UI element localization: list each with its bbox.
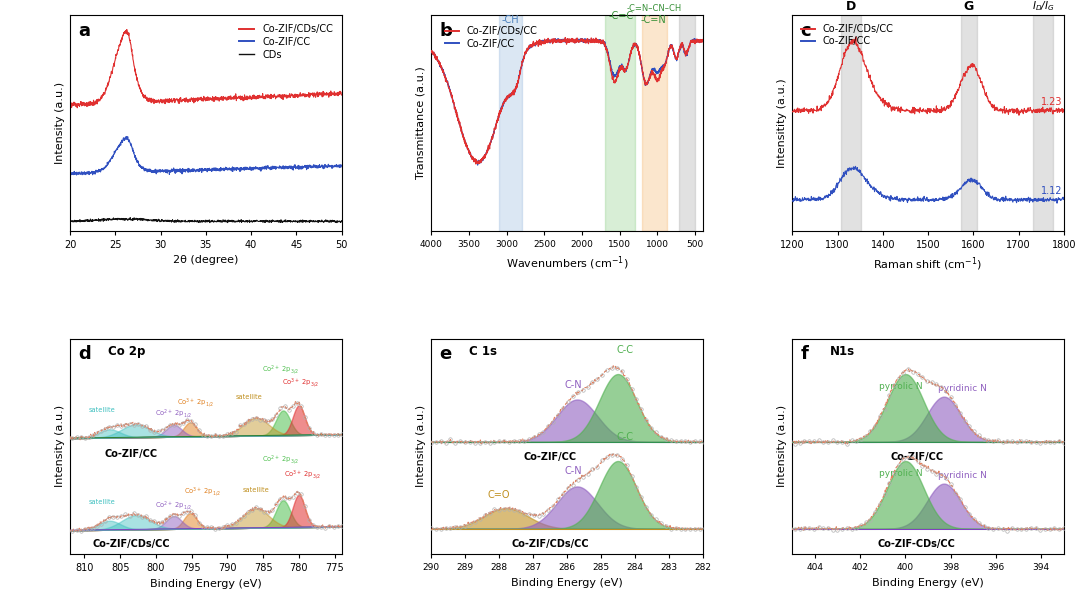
Text: D: D [846, 0, 856, 13]
Text: C-C: C-C [617, 432, 633, 442]
Text: 1.23: 1.23 [1041, 97, 1063, 107]
Text: d: d [79, 345, 91, 363]
Text: Co-ZIF/CC: Co-ZIF/CC [524, 452, 577, 462]
Text: -C=N–CN–CH: -C=N–CN–CH [626, 4, 681, 13]
Text: pyrrolic N: pyrrolic N [879, 382, 922, 392]
X-axis label: Binding Energy (eV): Binding Energy (eV) [511, 578, 623, 588]
X-axis label: 2θ (degree): 2θ (degree) [173, 255, 239, 266]
X-axis label: Raman shift (cm$^{-1}$): Raman shift (cm$^{-1}$) [874, 255, 983, 273]
Text: -CH: -CH [501, 15, 519, 25]
Text: Co$^{2+}$ 2p$_{1/2}$: Co$^{2+}$ 2p$_{1/2}$ [156, 407, 192, 420]
Text: satellite: satellite [89, 499, 116, 505]
X-axis label: Binding Energy (eV): Binding Energy (eV) [873, 578, 984, 588]
Text: satellite: satellite [235, 395, 262, 400]
Text: C-N: C-N [565, 379, 582, 390]
Bar [643, 15, 667, 231]
Bar [1034, 15, 1053, 231]
X-axis label: Wavenumbers (cm$^{-1}$): Wavenumbers (cm$^{-1}$) [505, 255, 629, 272]
Bar [841, 15, 861, 231]
Y-axis label: Intensity (a.u.): Intensity (a.u.) [416, 406, 426, 487]
Legend: Co-ZIF/CDs/CC, Co-ZIF/CC: Co-ZIF/CDs/CC, Co-ZIF/CC [442, 23, 541, 52]
Text: f: f [800, 345, 808, 363]
Y-axis label: Intensity (a.u.): Intensity (a.u.) [55, 406, 65, 487]
Text: satellite: satellite [243, 487, 269, 493]
Y-axis label: Intensitity (a.u.): Intensitity (a.u.) [777, 78, 786, 168]
Bar [678, 15, 696, 231]
Bar [960, 15, 977, 231]
Text: C-N: C-N [565, 466, 582, 476]
Y-axis label: Intensity (a.u.): Intensity (a.u.) [777, 406, 786, 487]
Text: c: c [800, 22, 811, 40]
Text: Co$^{2+}$ 2p$_{1/2}$: Co$^{2+}$ 2p$_{1/2}$ [156, 499, 192, 512]
Text: N1s: N1s [831, 345, 855, 358]
Y-axis label: Intensity (a.u.): Intensity (a.u.) [55, 82, 65, 164]
Text: pyrrolic N: pyrrolic N [879, 470, 922, 478]
Text: Co$^{2+}$ 2p$_{3/2}$: Co$^{2+}$ 2p$_{3/2}$ [262, 454, 299, 466]
Text: Co$^{3+}$ 2p$_{1/2}$: Co$^{3+}$ 2p$_{1/2}$ [177, 396, 214, 409]
Text: Co$^{3+}$ 2p$_{3/2}$: Co$^{3+}$ 2p$_{3/2}$ [282, 376, 319, 389]
Text: C-C: C-C [617, 345, 633, 355]
Text: Co$^{2+}$ 2p$_{3/2}$: Co$^{2+}$ 2p$_{3/2}$ [262, 363, 299, 376]
Text: Co$^{3+}$ 2p$_{1/2}$: Co$^{3+}$ 2p$_{1/2}$ [184, 485, 221, 498]
Text: a: a [79, 22, 91, 40]
Text: Co-ZIF/CDs/CC: Co-ZIF/CDs/CC [511, 539, 589, 549]
Text: e: e [440, 345, 451, 363]
X-axis label: Binding Energy (eV): Binding Energy (eV) [150, 579, 261, 589]
Text: pyridinic N: pyridinic N [937, 384, 986, 393]
Text: $I_D$/$I_G$: $I_D$/$I_G$ [1032, 0, 1055, 13]
Text: satellite: satellite [89, 407, 116, 414]
Text: C 1s: C 1s [470, 345, 497, 358]
Text: b: b [440, 22, 453, 40]
Text: -C=C: -C=C [609, 11, 634, 21]
Bar [499, 15, 522, 231]
Text: G: G [963, 0, 974, 13]
Text: pyridinic N: pyridinic N [937, 471, 986, 480]
Legend: Co-ZIF/CDs/CC, Co-ZIF/CC: Co-ZIF/CDs/CC, Co-ZIF/CC [797, 20, 897, 51]
Text: Co-ZIF/CDs/CC: Co-ZIF/CDs/CC [92, 539, 170, 549]
Text: -C=N: -C=N [640, 15, 666, 25]
Legend: Co-ZIF/CDs/CC, Co-ZIF/CC, CDs: Co-ZIF/CDs/CC, Co-ZIF/CC, CDs [234, 20, 337, 64]
Text: Co 2p: Co 2p [108, 345, 146, 358]
Text: Co-ZIF/CC: Co-ZIF/CC [890, 452, 943, 462]
Text: C=O: C=O [488, 490, 511, 500]
Text: Co$^{3+}$ 2p$_{3/2}$: Co$^{3+}$ 2p$_{3/2}$ [284, 468, 321, 481]
Text: 1.12: 1.12 [1041, 186, 1063, 196]
Bar [605, 15, 635, 231]
Y-axis label: Transmittance (a.u.): Transmittance (a.u.) [416, 66, 426, 180]
Text: Co-ZIF/CC: Co-ZIF/CC [105, 449, 158, 459]
Text: Co-ZIF-CDs/CC: Co-ZIF-CDs/CC [878, 539, 956, 549]
